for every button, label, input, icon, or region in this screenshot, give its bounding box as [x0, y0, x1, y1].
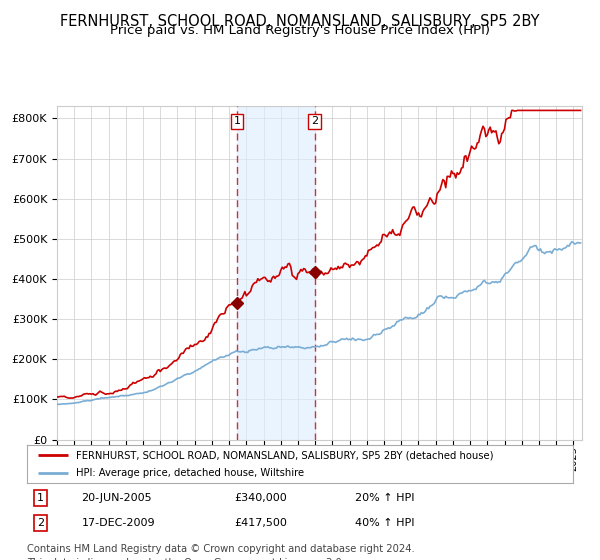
- Text: 1: 1: [37, 493, 44, 503]
- Text: 20% ↑ HPI: 20% ↑ HPI: [355, 493, 414, 503]
- Text: 40% ↑ HPI: 40% ↑ HPI: [355, 518, 414, 528]
- Text: 1: 1: [234, 116, 241, 127]
- Text: 20-JUN-2005: 20-JUN-2005: [82, 493, 152, 503]
- Text: 2: 2: [37, 518, 44, 528]
- Text: 2: 2: [311, 116, 318, 127]
- Text: Contains HM Land Registry data © Crown copyright and database right 2024.
This d: Contains HM Land Registry data © Crown c…: [27, 544, 415, 560]
- Text: £417,500: £417,500: [235, 518, 287, 528]
- Text: 17-DEC-2009: 17-DEC-2009: [82, 518, 155, 528]
- Text: Price paid vs. HM Land Registry's House Price Index (HPI): Price paid vs. HM Land Registry's House …: [110, 24, 490, 37]
- Text: HPI: Average price, detached house, Wiltshire: HPI: Average price, detached house, Wilt…: [76, 468, 304, 478]
- Text: FERNHURST, SCHOOL ROAD, NOMANSLAND, SALISBURY, SP5 2BY (detached house): FERNHURST, SCHOOL ROAD, NOMANSLAND, SALI…: [76, 450, 494, 460]
- Text: FERNHURST, SCHOOL ROAD, NOMANSLAND, SALISBURY, SP5 2BY: FERNHURST, SCHOOL ROAD, NOMANSLAND, SALI…: [60, 14, 540, 29]
- Text: £340,000: £340,000: [235, 493, 287, 503]
- Bar: [237, 106, 314, 440]
